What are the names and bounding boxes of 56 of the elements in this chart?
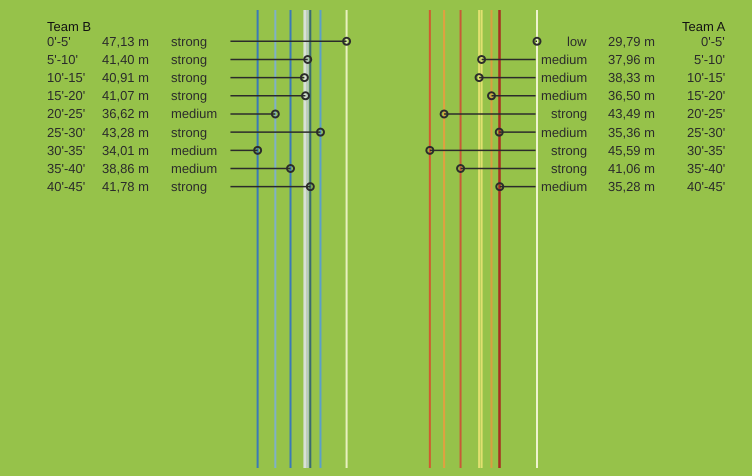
category-label: 40'-45' [47, 179, 86, 194]
data-label: 41,40 m [102, 52, 149, 67]
text: low [567, 34, 588, 49]
category-label: 30'-35' [687, 143, 726, 158]
legend-label: Team B [47, 19, 92, 34]
text: medium [541, 70, 588, 85]
category-label: 10'-15' [47, 70, 86, 85]
text: medium [171, 161, 218, 176]
data-label: 36,62 m [102, 106, 149, 121]
data-label: 29,79 m [608, 34, 655, 49]
data-label: 35,36 m [608, 125, 655, 140]
data-label: 35,28 m [608, 179, 655, 194]
category-label: 35'-40' [687, 161, 726, 176]
text: strong [171, 52, 208, 67]
text: medium [541, 88, 588, 103]
category-label: 30'-35' [47, 143, 86, 158]
text: strong [171, 34, 208, 49]
text: strong [551, 106, 588, 121]
category-label: 35'-40' [47, 161, 86, 176]
text: strong [171, 70, 208, 85]
category-label: 5'-10' [47, 52, 78, 67]
text: strong [551, 143, 588, 158]
category-label: 15'-20' [687, 88, 726, 103]
data-label: 43,28 m [102, 125, 149, 140]
data-label: 41,07 m [102, 88, 149, 103]
text: strong [171, 179, 208, 194]
data-label: 43,49 m [608, 106, 655, 121]
text: medium [171, 143, 218, 158]
category-label: 0'-5' [47, 34, 71, 49]
legend-label: Team A [682, 19, 726, 34]
data-label: 40,91 m [102, 70, 149, 85]
category-label: 10'-15' [687, 70, 726, 85]
category-label: 25'-30' [687, 125, 726, 140]
category-label: 20'-25' [47, 106, 86, 121]
data-label: 37,96 m [608, 52, 655, 67]
category-label: 0'-5' [701, 34, 725, 49]
data-label: 45,59 m [608, 143, 655, 158]
data-label: 34,01 m [102, 143, 149, 158]
category-label: 5'-10' [694, 52, 725, 67]
text: strong [171, 88, 208, 103]
data-label: 41,06 m [608, 161, 655, 176]
category-label: 25'-30' [47, 125, 86, 140]
text: strong [171, 125, 208, 140]
category-label: 15'-20' [47, 88, 86, 103]
data-label: 36,50 m [608, 88, 655, 103]
data-label: 41,78 m [102, 179, 149, 194]
text: medium [171, 106, 218, 121]
text: medium [541, 179, 588, 194]
data-label: 47,13 m [102, 34, 149, 49]
text: medium [541, 52, 588, 67]
text: medium [541, 125, 588, 140]
category-label: 40'-45' [687, 179, 726, 194]
data-label: 38,86 m [102, 161, 149, 176]
data-label: 38,33 m [608, 70, 655, 85]
text: strong [551, 161, 588, 176]
category-label: 20'-25' [687, 106, 726, 121]
